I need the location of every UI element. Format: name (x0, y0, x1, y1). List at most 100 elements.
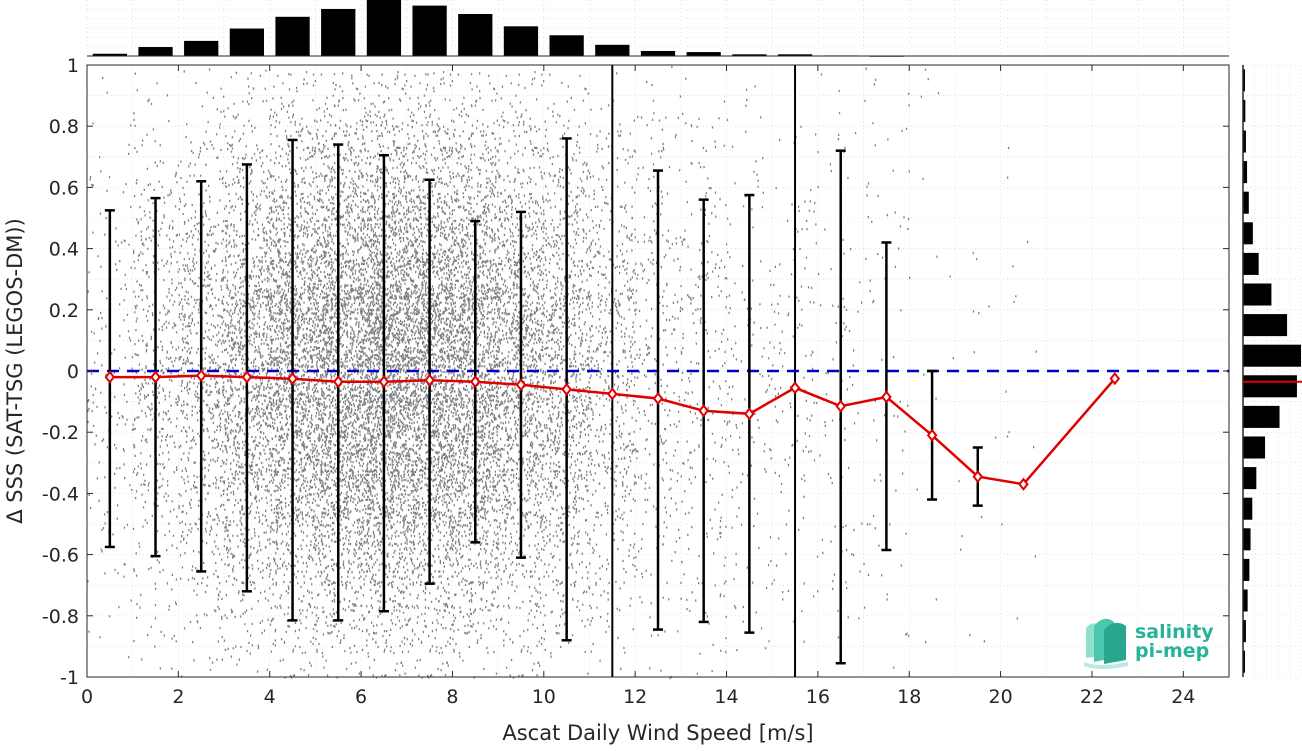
y-axis-label: Δ SSS (SAT-TSG (LEGOS-DM)) (3, 218, 27, 524)
y-tick-label: 1 (67, 55, 79, 77)
mean-point (881, 390, 892, 404)
right-hist-bar (1243, 558, 1250, 581)
logo-wave-icon (1084, 618, 1128, 669)
right-hist-bar (1243, 620, 1246, 643)
mean-point (424, 373, 435, 387)
x-tick-label: 20 (989, 686, 1013, 708)
mean-point (698, 404, 709, 418)
y-tick-label: -0.6 (42, 545, 79, 567)
mean-point (469, 375, 481, 389)
mean-point (926, 428, 938, 442)
mean-point (652, 391, 664, 406)
right-hist-bar (1243, 497, 1253, 520)
x-tick-label: 10 (532, 686, 556, 708)
top-hist-bar (686, 52, 721, 56)
right-hist-bar (1243, 161, 1248, 184)
logo-text-pi-mep: pi-mep (1135, 640, 1209, 662)
right-hist-bar (1243, 589, 1248, 612)
right-histogram (1242, 64, 1302, 678)
mean-point (561, 382, 572, 396)
logo-text-salinity: salinity (1135, 621, 1214, 643)
mean-point (195, 368, 207, 383)
salinity-pi-mep-logo: salinity pi-mep (1084, 618, 1214, 669)
x-tick-label: 14 (714, 686, 738, 708)
right-hist-bar (1243, 528, 1251, 551)
top-hist-bar (595, 44, 630, 56)
top-histogram (86, 0, 1230, 57)
mean-point (515, 378, 527, 392)
mean-point (789, 381, 801, 395)
x-axis-ticks: 0 2 4 6 8 10 12 14 16 18 20 22 24 (81, 65, 1195, 708)
x-tick-label: 22 (1080, 686, 1104, 708)
right-hist-bar (1243, 650, 1245, 673)
mean-point (972, 469, 984, 484)
right-hist-bar (1243, 467, 1257, 490)
mean-point (150, 370, 161, 384)
x-tick-label: 2 (172, 686, 184, 708)
right-hist-bar (1243, 405, 1280, 428)
x-axis-label: Ascat Daily Wind Speed [m/s] (502, 721, 813, 745)
y-tick-label: -1 (60, 667, 79, 689)
x-tick-label: 24 (1171, 686, 1195, 708)
x-tick-label: 18 (897, 686, 921, 708)
right-hist-bar (1243, 314, 1288, 337)
x-tick-label: 6 (355, 686, 367, 708)
y-axis-ticks: -1 -0.8 -0.6 -0.4 -0.2 0 0.2 0.4 0.6 0.8 1 (42, 55, 1229, 689)
right-hist-bar (1243, 130, 1246, 153)
right-hist-bar (1243, 436, 1266, 459)
top-hist-bar (458, 14, 493, 56)
scatter-points (87, 65, 1038, 680)
y-tick-label: 0.4 (49, 239, 79, 261)
top-hist-bar (640, 50, 676, 56)
top-hist-bar (366, 0, 402, 56)
mean-point (332, 375, 344, 389)
right-hist-bar (1243, 375, 1297, 398)
right-hist-bar (1243, 252, 1259, 275)
error-bars (104, 137, 983, 665)
mean-point (287, 372, 298, 386)
right-hist-bar (1243, 222, 1253, 245)
y-tick-label: -0.4 (42, 483, 79, 505)
top-hist-bar (777, 54, 813, 56)
right-hist-bar (1243, 344, 1301, 367)
top-hist-bar (412, 5, 447, 57)
y-tick-label: -0.2 (42, 422, 79, 444)
y-tick-label: 0.2 (49, 300, 79, 322)
x-tick-label: 16 (806, 686, 830, 708)
mean-point (241, 370, 253, 384)
top-hist-bar (184, 40, 219, 56)
mean-point (104, 370, 116, 384)
top-hist-bar (138, 47, 173, 56)
mean-point (1109, 372, 1121, 386)
mean-point (744, 407, 755, 421)
right-hist-bar (1243, 69, 1245, 92)
right-hist-bar (1243, 99, 1246, 122)
top-hist-bar (549, 35, 584, 56)
right-hist-bar (1243, 283, 1272, 306)
y-tick-label: -0.8 (42, 606, 79, 628)
mean-line (109, 374, 1116, 486)
mean-point (1018, 477, 1029, 491)
top-hist-bar (732, 54, 767, 56)
y-tick-label: 0.8 (49, 116, 79, 138)
top-hist-bar (275, 16, 310, 56)
y-tick-label: 0 (67, 361, 79, 383)
top-hist-bar (503, 26, 539, 56)
top-hist-bar (229, 28, 265, 56)
main-plot-area: 0 2 4 6 8 10 12 14 16 18 20 22 24 -1-0.8-0.6-0.4-0.2… (42, 55, 1230, 708)
y-tick-label: 0.6 (49, 177, 79, 199)
x-tick-label: 4 (264, 686, 276, 708)
top-hist-bar (92, 53, 127, 56)
mean-point (607, 387, 618, 401)
x-tick-label: 12 (623, 686, 647, 708)
mean-point (835, 399, 847, 413)
mean-point (378, 375, 390, 389)
mean-line-group (104, 368, 1121, 491)
right-hist-bar (1243, 191, 1249, 214)
x-tick-label: 8 (446, 686, 458, 708)
scatter-cloud (87, 65, 1038, 680)
x-tick-label: 0 (81, 686, 93, 708)
top-hist-bar (321, 8, 356, 57)
